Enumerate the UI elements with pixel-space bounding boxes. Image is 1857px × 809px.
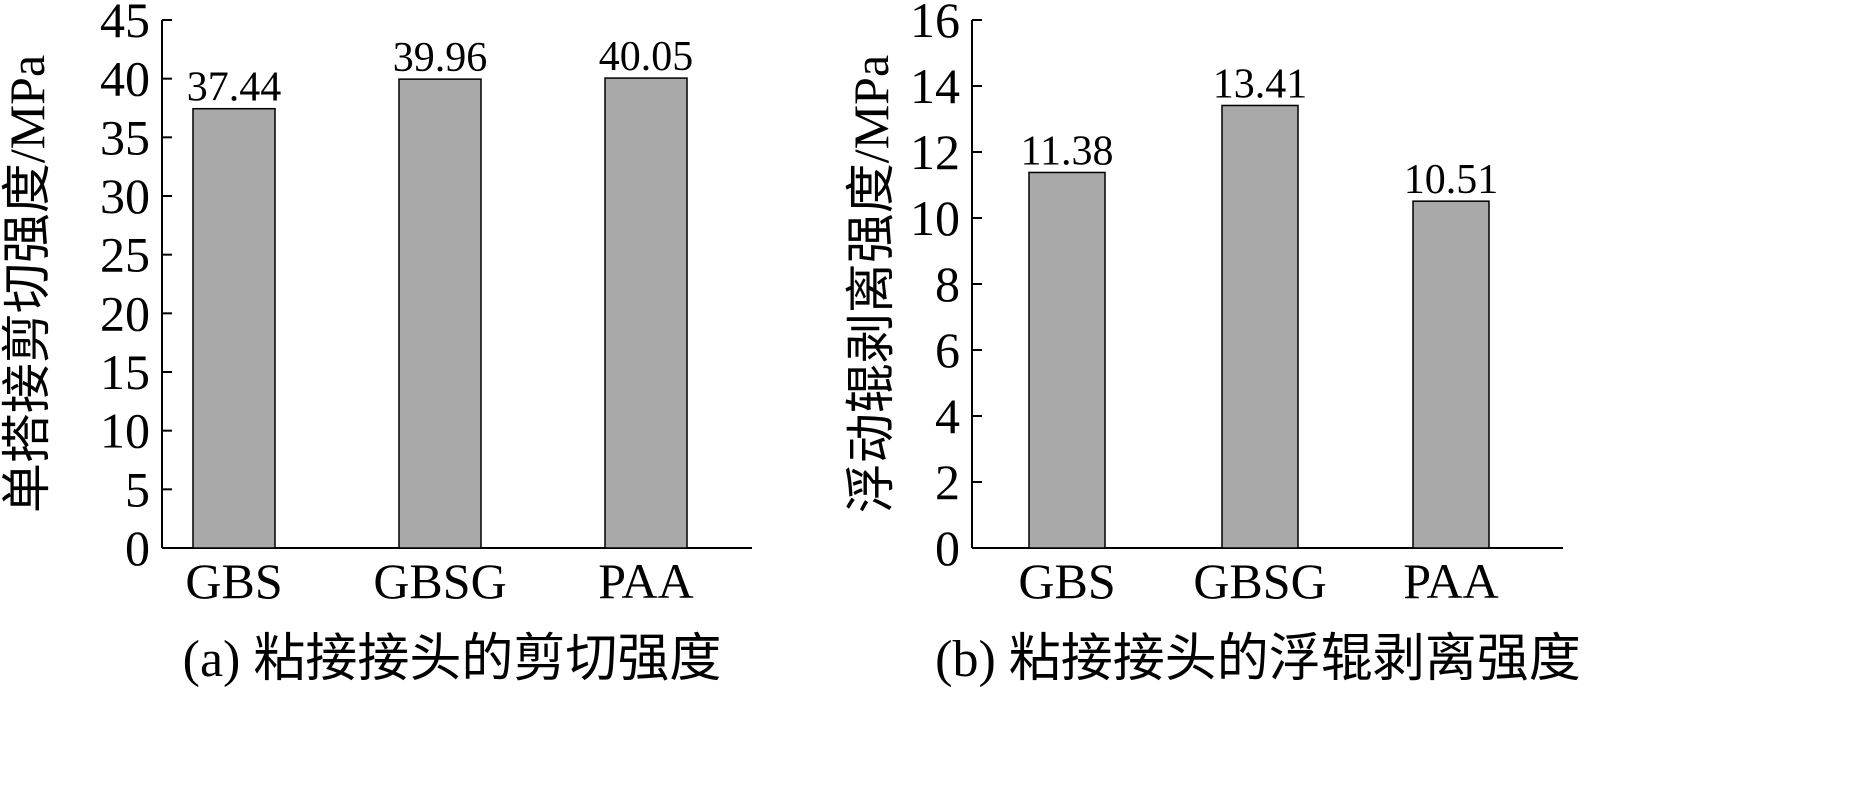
category-label-1-0: GBS <box>1018 553 1115 609</box>
category-label-0-1: GBSG <box>373 553 506 609</box>
y-axis-title-0: 单搭接剪切强度/MPa <box>0 55 55 513</box>
y-tick-label-0-3: 15 <box>100 344 150 400</box>
data-label-1-2: 10.51 <box>1404 157 1499 203</box>
y-tick-label-1-8: 16 <box>910 0 960 48</box>
category-label-1-1: GBSG <box>1193 553 1326 609</box>
y-axis-title-1: 浮动辊剥离强度/MPa <box>843 55 899 513</box>
y-tick-label-1-3: 6 <box>935 322 960 378</box>
y-tick-label-1-0: 0 <box>935 520 960 576</box>
y-tick-label-0-5: 25 <box>100 227 150 283</box>
data-label-1-1: 13.41 <box>1213 61 1308 107</box>
y-tick-label-1-2: 4 <box>935 388 960 444</box>
y-tick-label-0-1: 5 <box>125 461 150 517</box>
category-label-0-2: PAA <box>598 553 693 609</box>
bar-1-paa <box>1412 200 1490 549</box>
y-tick-label-0-6: 30 <box>100 168 150 224</box>
data-label-1-0: 11.38 <box>1021 128 1114 174</box>
category-label-0-0: GBS <box>185 553 282 609</box>
y-tick-label-0-4: 20 <box>100 285 150 341</box>
data-label-0-2: 40.05 <box>599 34 694 80</box>
y-tick-label-0-2: 10 <box>100 403 150 459</box>
y-tick-label-1-5: 10 <box>910 190 960 246</box>
y-tick-label-0-9: 45 <box>100 0 150 48</box>
data-label-0-1: 39.96 <box>393 35 488 81</box>
bar-1-gbsg <box>1221 104 1299 549</box>
bar-1-gbs <box>1028 171 1106 549</box>
y-tick-label-1-1: 2 <box>935 454 960 510</box>
y-tick-label-0-0: 0 <box>125 520 150 576</box>
y-tick-label-1-7: 14 <box>910 58 960 114</box>
bar-0-gbs <box>192 107 276 549</box>
y-tick-label-1-4: 8 <box>935 256 960 312</box>
y-tick-label-0-7: 35 <box>100 109 150 165</box>
bar-0-gbsg <box>398 78 482 549</box>
y-tick-label-1-6: 12 <box>910 124 960 180</box>
bar-0-paa <box>604 77 688 549</box>
y-tick-label-0-8: 40 <box>100 51 150 107</box>
data-label-0-0: 37.44 <box>187 65 282 111</box>
caption-0: (a) 粘接接头的剪切强度 <box>183 631 722 688</box>
caption-1: (b) 粘接接头的浮辊剥离强度 <box>935 631 1581 688</box>
category-label-1-2: PAA <box>1403 553 1498 609</box>
